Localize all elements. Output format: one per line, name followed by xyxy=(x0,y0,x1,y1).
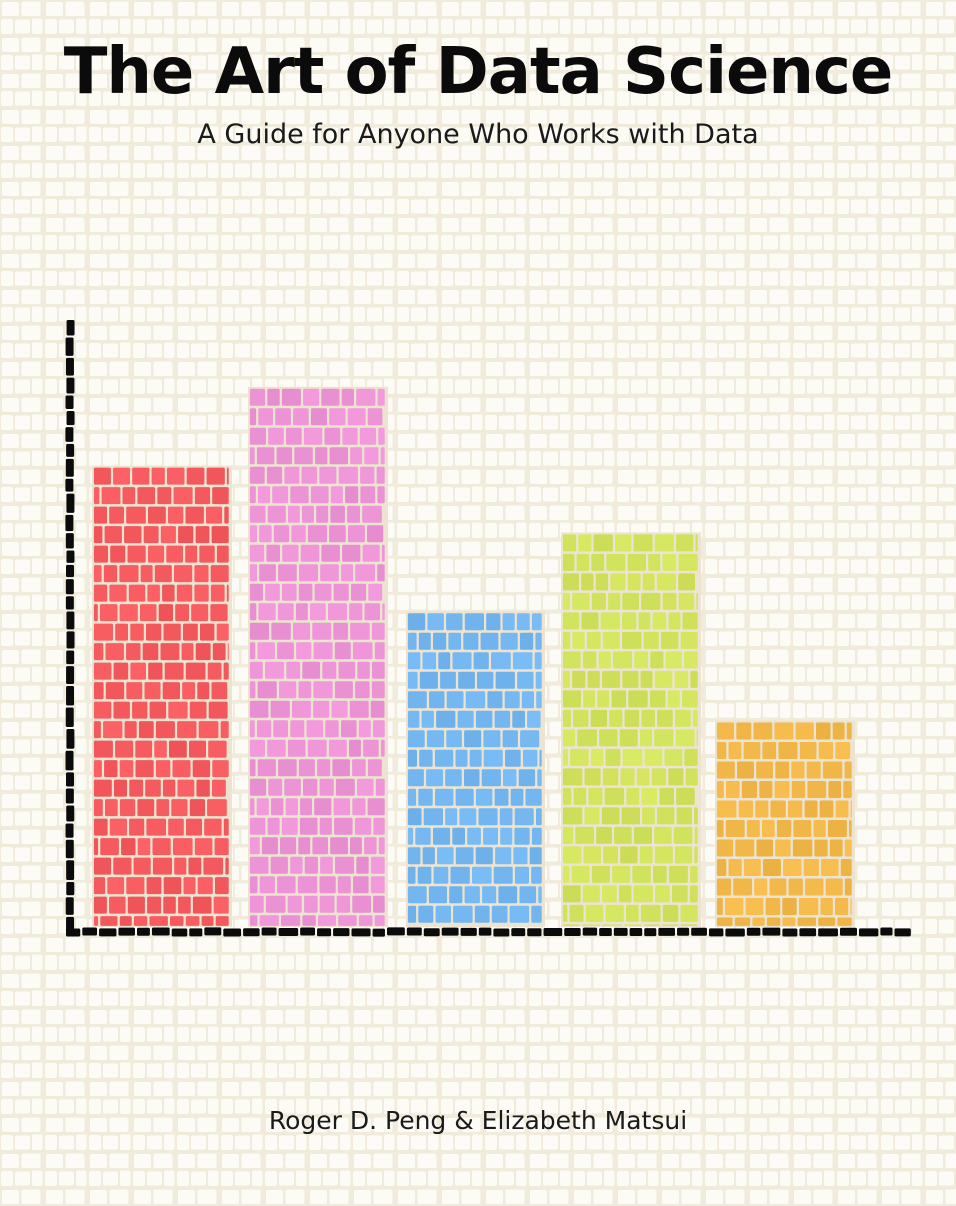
axes-layer xyxy=(65,320,911,937)
book-title: The Art of Data Science xyxy=(63,35,894,109)
y-axis-line xyxy=(65,320,75,932)
bar-2 xyxy=(248,386,388,927)
bar-5 xyxy=(715,720,855,927)
bar-4 xyxy=(561,532,701,927)
bar-3 xyxy=(406,611,545,927)
bar-1 xyxy=(92,465,232,927)
book-subtitle: A Guide for Anyone Who Works with Data xyxy=(197,119,759,150)
x-axis-line xyxy=(66,927,911,937)
book-authors: Roger D. Peng & Elizabeth Matsui xyxy=(268,1106,688,1135)
bars-layer xyxy=(92,386,855,927)
